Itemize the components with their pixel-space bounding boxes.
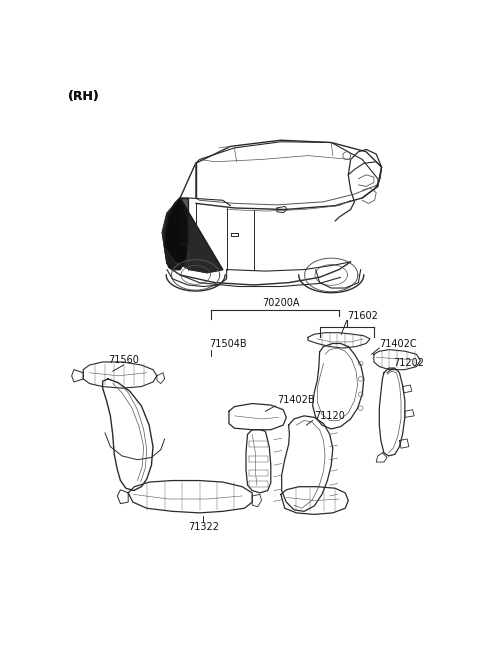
Text: 71322: 71322 xyxy=(188,522,219,532)
Text: 71504B: 71504B xyxy=(209,339,246,349)
Text: 71402C: 71402C xyxy=(379,339,417,349)
Text: 71602: 71602 xyxy=(347,310,378,321)
Polygon shape xyxy=(165,198,188,270)
Text: 71560: 71560 xyxy=(108,354,139,365)
Text: 71120: 71120 xyxy=(314,411,345,421)
Text: 71202: 71202 xyxy=(393,358,424,369)
Text: 70200A: 70200A xyxy=(262,299,300,309)
Text: 71402B: 71402B xyxy=(277,396,314,405)
Text: (RH): (RH) xyxy=(68,90,99,103)
Polygon shape xyxy=(180,198,188,244)
Text: (RH): (RH) xyxy=(68,90,99,103)
Polygon shape xyxy=(162,198,223,272)
